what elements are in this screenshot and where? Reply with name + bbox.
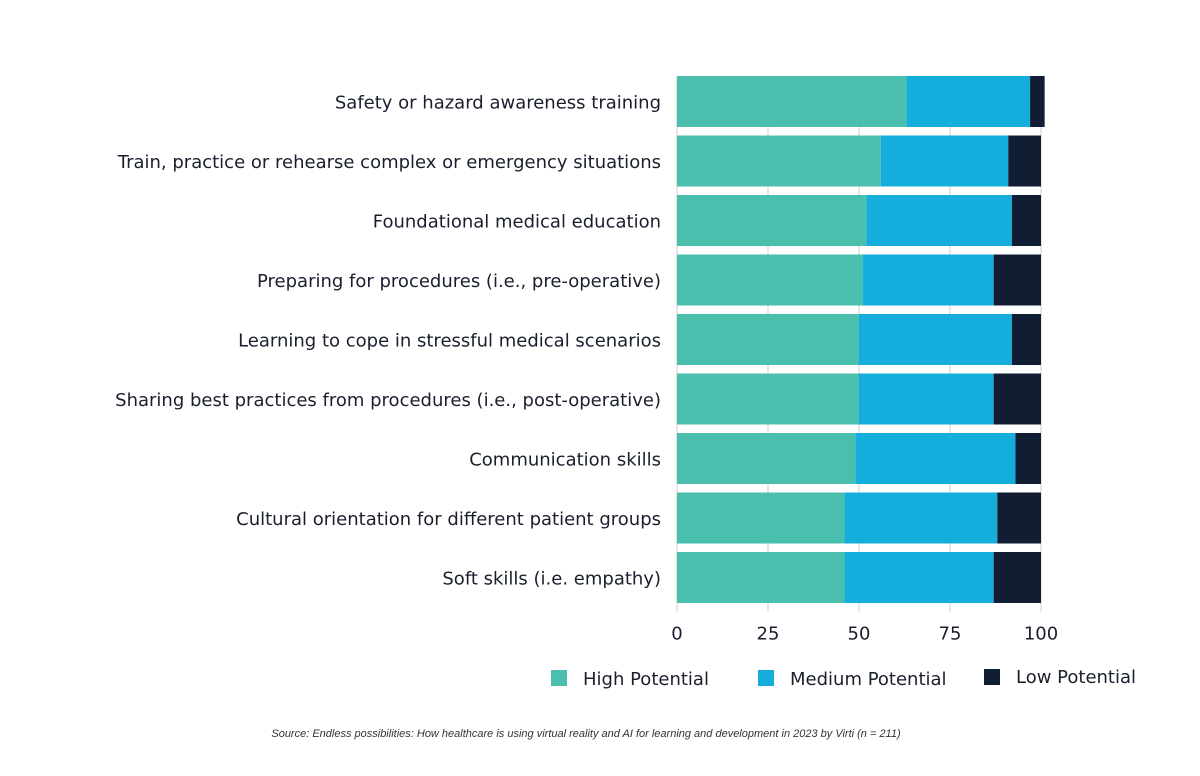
- bar-segment: [862, 254, 994, 306]
- bar-segment: [1008, 135, 1041, 187]
- bar-segment: [993, 552, 1041, 603]
- bar-segment: [997, 492, 1041, 544]
- x-tick-label: 75: [939, 624, 962, 645]
- legend: High Potential Medium Potential Low Pote…: [551, 667, 1136, 690]
- bars: [677, 76, 1045, 603]
- bar-segment: [993, 373, 1041, 425]
- category-label: Communication skills: [469, 450, 661, 471]
- legend-label-medium: Medium Potential: [790, 669, 947, 690]
- x-tick-label: 0: [671, 624, 682, 645]
- category-label: Foundational medical education: [373, 212, 661, 233]
- category-label: Train, practice or rehearse complex or e…: [117, 152, 661, 173]
- category-label: Soft skills (i.e. empathy): [442, 569, 661, 590]
- legend-swatch-low: [984, 669, 1000, 685]
- bar-segment: [906, 76, 1031, 127]
- bar-segment: [1011, 195, 1041, 246]
- bar-segment: [677, 433, 856, 484]
- bar-segment: [1015, 433, 1041, 484]
- category-label: Learning to cope in stressful medical sc…: [238, 331, 661, 352]
- x-tick-label: 50: [848, 624, 871, 645]
- bar-segment: [855, 433, 1016, 484]
- bar-segment: [677, 76, 907, 127]
- bar-segment: [859, 373, 994, 425]
- bar-segment: [866, 195, 1012, 246]
- legend-swatch-high: [551, 670, 567, 686]
- bar-segment: [677, 492, 845, 544]
- bar-segment: [677, 195, 867, 246]
- legend-swatch-medium: [758, 670, 774, 686]
- category-label: Safety or hazard awareness training: [335, 93, 661, 114]
- bar-segment: [677, 314, 859, 365]
- bar-segment: [677, 254, 863, 306]
- category-label: Preparing for procedures (i.e., pre-oper…: [257, 271, 661, 292]
- category-label: Cultural orientation for different patie…: [236, 509, 661, 530]
- bar-segment: [844, 492, 998, 544]
- bar-segment: [993, 254, 1041, 306]
- bar-segment: [677, 373, 859, 425]
- legend-label-low: Low Potential: [1016, 667, 1136, 688]
- x-tick-label: 100: [1024, 624, 1058, 645]
- legend-item-low: Low Potential: [984, 667, 1136, 688]
- bar-segment: [880, 135, 1009, 187]
- bar-segment: [1011, 314, 1041, 365]
- legend-label-high: High Potential: [583, 669, 709, 690]
- bar-segment: [677, 135, 881, 187]
- legend-item-medium: Medium Potential: [758, 669, 947, 690]
- bar-segment: [844, 552, 994, 603]
- x-tick-label: 25: [757, 624, 780, 645]
- category-labels: Safety or hazard awareness training Train…: [115, 93, 661, 590]
- bar-segment: [859, 314, 1012, 365]
- bar-segment: [677, 552, 845, 603]
- legend-item-high: High Potential: [551, 669, 709, 690]
- category-label: Sharing best practices from procedures (…: [115, 390, 661, 411]
- source-note: Source: Endless possibilities: How healt…: [271, 728, 901, 740]
- bar-segment: [1030, 76, 1045, 127]
- x-axis-ticks: 0 25 50 75 100: [671, 624, 1058, 645]
